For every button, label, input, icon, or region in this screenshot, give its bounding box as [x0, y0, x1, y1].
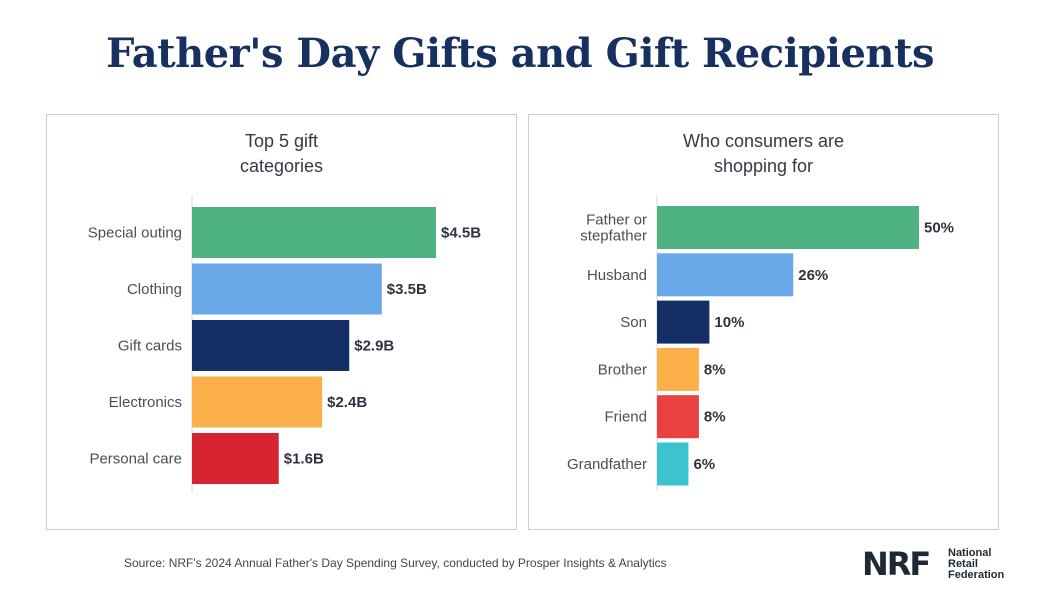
recipient-value-label: 6% [693, 456, 715, 473]
gift-bar [192, 263, 382, 315]
gift-value-label: $2.4B [327, 394, 367, 411]
recipients-panel: Who consumers are shopping for 50% Father… [528, 114, 999, 530]
recipient-value-label: 8% [704, 409, 726, 426]
gift-categories-chart: $4.5B Special outing $3.5B Clothing $2.9B Gif… [88, 195, 481, 493]
recipient-bar [657, 206, 919, 249]
gift-bar [192, 207, 436, 258]
recipient-category-label: Brother [598, 361, 647, 378]
source-note: Source: NRF's 2024 Annual Father's Day S… [124, 556, 667, 570]
gift-value-label: $1.6B [284, 451, 324, 468]
recipient-category-label: Husband [587, 267, 647, 284]
recipient-bar [657, 253, 794, 297]
recipient-category-label: stepfather [580, 228, 647, 245]
recipient-bar [657, 442, 689, 486]
recipient-value-label: 50% [924, 220, 954, 237]
recipients-title: Who consumers are shopping for [682, 131, 845, 176]
recipient-value-label: 8% [704, 361, 726, 378]
gift-category-label: Special outing [88, 225, 182, 242]
gift-category-label: Personal care [89, 451, 182, 468]
gift-category-label: Gift cards [118, 338, 182, 355]
gift-value-label: $3.5B [387, 281, 427, 298]
gift-value-label: $4.5B [441, 225, 481, 242]
recipient-category-label: Son [620, 314, 647, 331]
recipient-category-label: Father or [586, 212, 647, 229]
logo-mark: NRF [862, 545, 931, 583]
gift-bar [192, 433, 279, 484]
gift-category-label: Clothing [127, 281, 182, 298]
recipient-bar [657, 347, 699, 391]
recipient-value-label: 26% [798, 267, 828, 284]
recipient-bar [657, 395, 699, 439]
recipient-category-label: Grandfather [567, 456, 647, 473]
gift-bar [192, 376, 323, 428]
gift-value-label: $2.9B [354, 338, 394, 355]
gift-categories-panel: Top 5 gift categories $4.5B Special outin… [46, 114, 517, 530]
gift-category-label: Electronics [109, 394, 182, 411]
page-title: Father's Day Gifts and Gift Recipients [106, 30, 934, 77]
recipient-category-label: Friend [604, 409, 647, 426]
gift-bar [192, 320, 350, 371]
gift-categories-title: Top 5 gift categories [239, 131, 324, 176]
logo-text: National Retail Federation [948, 547, 1005, 581]
recipient-bar [657, 300, 710, 344]
recipient-value-label: 10% [714, 314, 744, 331]
